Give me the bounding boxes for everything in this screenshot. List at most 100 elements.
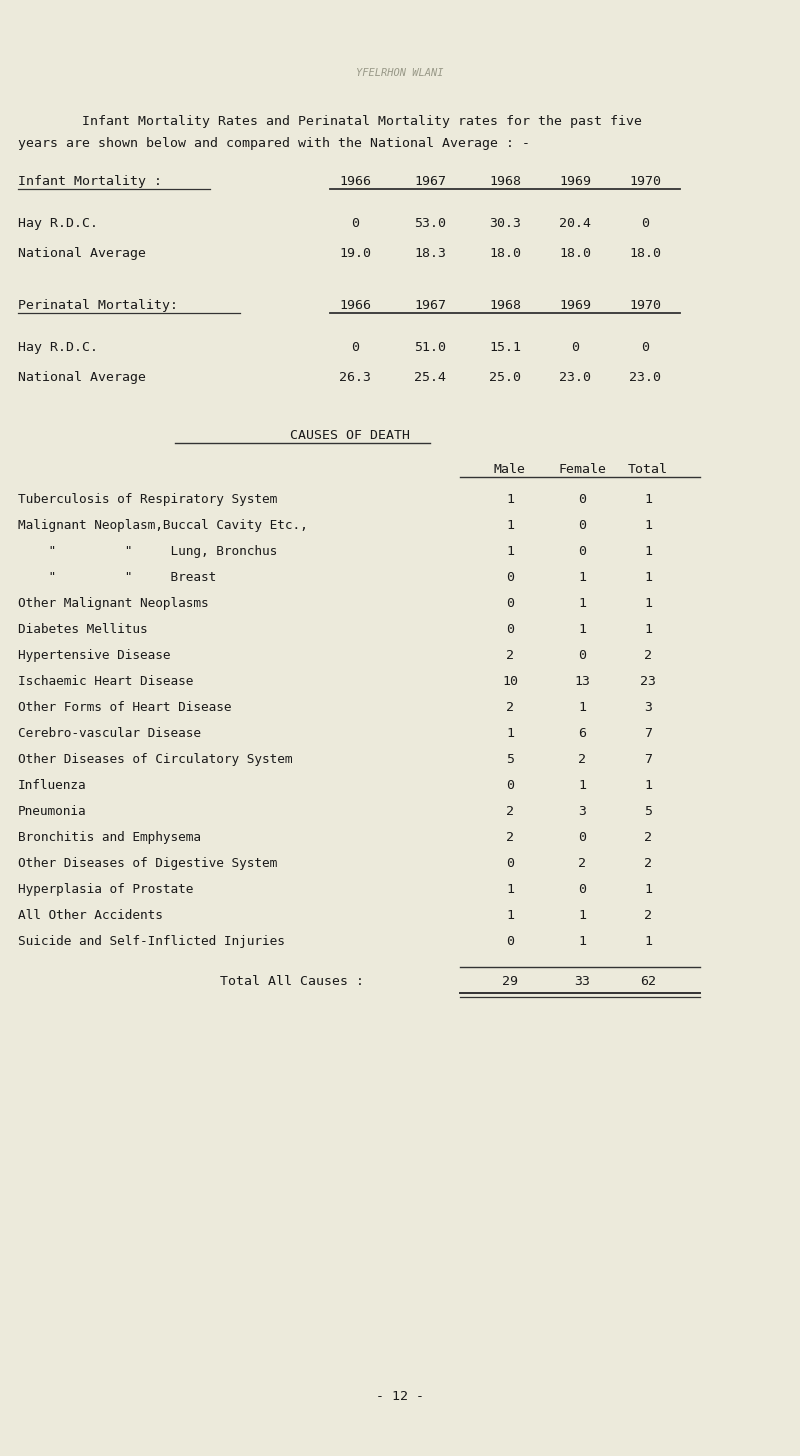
Text: Hay R.D.C.: Hay R.D.C. [18,217,98,230]
Text: 13: 13 [574,676,590,689]
Text: 0: 0 [506,571,514,584]
Text: CAUSES OF DEATH: CAUSES OF DEATH [290,430,410,443]
Text: 1: 1 [578,935,586,948]
Text: 0: 0 [578,831,586,844]
Text: 2: 2 [644,909,652,922]
Text: 1: 1 [644,779,652,792]
Text: 7: 7 [644,753,652,766]
Text: Other Diseases of Circulatory System: Other Diseases of Circulatory System [18,753,293,766]
Text: 1: 1 [506,882,514,895]
Text: Influenza: Influenza [18,779,86,792]
Text: 1: 1 [578,700,586,713]
Text: - 12 -: - 12 - [376,1390,424,1404]
Text: 0: 0 [506,858,514,871]
Text: Hypertensive Disease: Hypertensive Disease [18,649,170,662]
Text: 1: 1 [506,909,514,922]
Text: 3: 3 [578,805,586,818]
Text: 26.3: 26.3 [339,371,371,384]
Text: 18.0: 18.0 [489,248,521,261]
Text: Infant Mortality :: Infant Mortality : [18,175,162,188]
Text: 18.0: 18.0 [629,248,661,261]
Text: Perinatal Mortality:: Perinatal Mortality: [18,298,178,312]
Text: 1: 1 [578,597,586,610]
Text: 1970: 1970 [629,175,661,188]
Text: "         "     Breast: " " Breast [18,571,216,584]
Text: 18.0: 18.0 [559,248,591,261]
Text: 15.1: 15.1 [489,341,521,354]
Text: 1: 1 [578,623,586,636]
Text: 0: 0 [506,935,514,948]
Text: 1: 1 [644,623,652,636]
Text: 6: 6 [578,727,586,740]
Text: Diabetes Mellitus: Diabetes Mellitus [18,623,148,636]
Text: 5: 5 [506,753,514,766]
Text: Cerebro-vascular Disease: Cerebro-vascular Disease [18,727,201,740]
Text: 1: 1 [644,935,652,948]
Text: 1966: 1966 [339,298,371,312]
Text: Suicide and Self-Inflicted Injuries: Suicide and Self-Inflicted Injuries [18,935,285,948]
Text: 2: 2 [506,700,514,713]
Text: 0: 0 [506,623,514,636]
Text: 2: 2 [506,649,514,662]
Text: 2: 2 [644,858,652,871]
Text: National Average: National Average [18,371,146,384]
Text: 1969: 1969 [559,175,591,188]
Text: 1967: 1967 [414,175,446,188]
Text: 30.3: 30.3 [489,217,521,230]
Text: Other Malignant Neoplasms: Other Malignant Neoplasms [18,597,209,610]
Text: 2: 2 [506,831,514,844]
Text: Malignant Neoplasm,Buccal Cavity Etc.,: Malignant Neoplasm,Buccal Cavity Etc., [18,518,308,531]
Text: Total: Total [628,463,668,476]
Text: Female: Female [558,463,606,476]
Text: 1: 1 [644,518,652,531]
Text: 0: 0 [571,341,579,354]
Text: 1: 1 [644,494,652,507]
Text: 0: 0 [641,341,649,354]
Text: 19.0: 19.0 [339,248,371,261]
Text: 10: 10 [502,676,518,689]
Text: "         "     Lung, Bronchus: " " Lung, Bronchus [18,545,278,558]
Text: Other Forms of Heart Disease: Other Forms of Heart Disease [18,700,231,713]
Text: Total All Causes :: Total All Causes : [220,976,364,989]
Text: 1: 1 [644,597,652,610]
Text: 1968: 1968 [489,175,521,188]
Text: YFELRHON WLANI: YFELRHON WLANI [356,68,444,79]
Text: 0: 0 [351,341,359,354]
Text: 1: 1 [578,909,586,922]
Text: 0: 0 [506,597,514,610]
Text: 1: 1 [578,779,586,792]
Text: National Average: National Average [18,248,146,261]
Text: 7: 7 [644,727,652,740]
Text: Pneumonia: Pneumonia [18,805,86,818]
Text: 2: 2 [578,753,586,766]
Text: 5: 5 [644,805,652,818]
Text: Ischaemic Heart Disease: Ischaemic Heart Disease [18,676,194,689]
Text: 0: 0 [578,518,586,531]
Text: Hay R.D.C.: Hay R.D.C. [18,341,98,354]
Text: 0: 0 [641,217,649,230]
Text: 62: 62 [640,976,656,989]
Text: 0: 0 [351,217,359,230]
Text: 33: 33 [574,976,590,989]
Text: 23.0: 23.0 [559,371,591,384]
Text: Bronchitis and Emphysema: Bronchitis and Emphysema [18,831,201,844]
Text: 1: 1 [644,571,652,584]
Text: 1: 1 [578,571,586,584]
Text: 3: 3 [644,700,652,713]
Text: 2: 2 [644,831,652,844]
Text: 1: 1 [644,882,652,895]
Text: 25.0: 25.0 [489,371,521,384]
Text: 1966: 1966 [339,175,371,188]
Text: Hyperplasia of Prostate: Hyperplasia of Prostate [18,882,194,895]
Text: Tuberculosis of Respiratory System: Tuberculosis of Respiratory System [18,494,278,507]
Text: 1967: 1967 [414,298,446,312]
Text: 1969: 1969 [559,298,591,312]
Text: 23.0: 23.0 [629,371,661,384]
Text: All Other Accidents: All Other Accidents [18,909,163,922]
Text: 1968: 1968 [489,298,521,312]
Text: 18.3: 18.3 [414,248,446,261]
Text: 29: 29 [502,976,518,989]
Text: 1: 1 [506,518,514,531]
Text: Other Diseases of Digestive System: Other Diseases of Digestive System [18,858,278,871]
Text: 2: 2 [644,649,652,662]
